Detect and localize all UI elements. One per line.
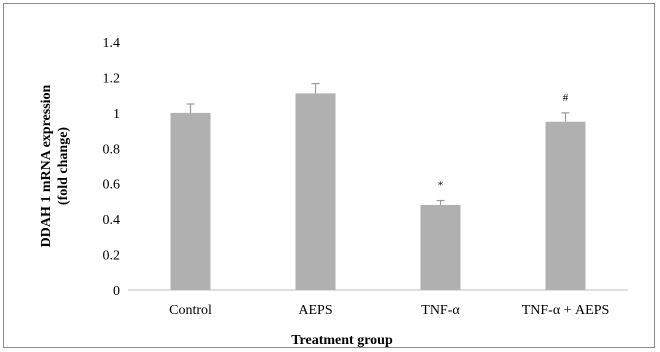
y-tick-label: 1 [113,107,120,122]
y-tick-label: 1.2 [103,71,121,86]
x-tick-label: Control [169,303,212,318]
bar-3 [420,204,461,290]
significance-marker-4: # [563,92,569,104]
x-axis-label: Treatment group [291,333,393,348]
x-tick-label: TNF-α [421,303,460,318]
x-tick-label: TNF-α + AEPS [522,303,610,318]
y-axis-label-line-2: (fold change) [56,127,71,206]
x-tick-label: AEPS [298,303,332,318]
y-tick-label: 0.6 [103,178,121,193]
y-tick-label: 0.2 [103,249,121,264]
y-tick-label: 1.4 [103,36,121,51]
significance-marker-3: * [438,180,444,192]
y-tick-label: 0.4 [103,213,121,228]
bar-4 [545,121,586,290]
y-tick-label: 0 [113,284,120,299]
bar-1 [170,112,211,290]
bar-2 [295,93,336,290]
y-axis-label-line-1: DDAH 1 mRNA expression [39,84,54,247]
plot-area: 0 0.2 0.4 0.6 0.8 1 1.2 1.4 Control AEPS * TNF-α # TN… [103,36,628,318]
y-tick-label: 0.8 [103,142,121,157]
